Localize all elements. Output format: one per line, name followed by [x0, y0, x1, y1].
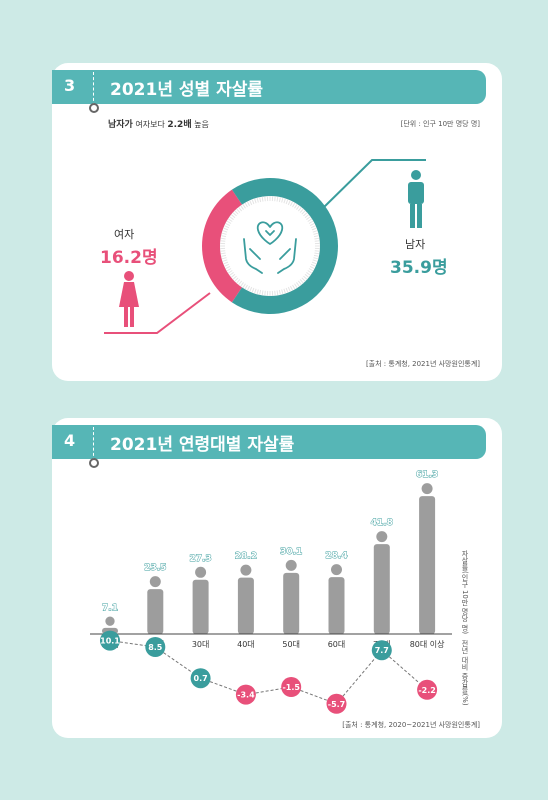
donut-slice-female	[201, 189, 243, 303]
source-note: [출처 : 통계청, 2021년 사망원인통계]	[365, 360, 480, 368]
x-tick-label: 50대	[282, 640, 300, 649]
bar-head	[285, 559, 297, 571]
change-value-label: 10.1	[100, 637, 120, 646]
female-value: 16.2명	[100, 248, 158, 268]
change-value-label: 7.7	[375, 646, 389, 655]
bar	[147, 589, 164, 634]
bar	[328, 577, 345, 634]
gender-donut-chart	[104, 159, 426, 334]
female-person-icon	[119, 271, 139, 327]
bar-person	[419, 483, 436, 634]
lead-bold-2: 2.2배	[167, 120, 192, 130]
section-title: 2021년 연령대별 자살률	[110, 435, 295, 455]
bar-value-label: 28.2	[235, 552, 257, 562]
bar-value-label: 7.1	[102, 604, 118, 614]
change-value-label: 0.7	[194, 674, 208, 683]
bar-person	[328, 564, 345, 634]
bar-person	[283, 559, 300, 634]
age-suicide-card: 4 2021년 연령대별 자살률 7.1 23.5 27.3 28.2 30.1 28.4…	[52, 418, 502, 738]
lead-normal-1: 여자보다	[132, 120, 168, 129]
male-value: 35.9명	[390, 258, 448, 278]
y-label-change: 전년 대비 증감률(%)	[461, 640, 469, 706]
bar-value-label: 23.5	[144, 563, 166, 573]
change-point	[417, 679, 438, 700]
change-point	[326, 693, 347, 714]
age-chart: 7.123.527.328.230.128.441.861.3 10대20대30…	[90, 470, 452, 714]
y-label-rate: 자살률(인구 10만 명당 명)	[461, 550, 469, 635]
unit-note: [단위 : 인구 10만 명당 명]	[400, 120, 480, 128]
bar-head	[195, 566, 207, 578]
change-value-label: 8.5	[148, 643, 163, 652]
bar-value-label: 30.1	[280, 547, 302, 557]
female-label: 여자	[114, 228, 135, 241]
bar-head	[376, 531, 388, 543]
bar-value-label: 61.3	[416, 470, 438, 480]
bar-head	[331, 564, 342, 576]
bar-head	[149, 576, 161, 588]
donut-slice-male	[231, 178, 339, 314]
bar-value-label: 28.4	[325, 551, 347, 561]
bar	[237, 577, 254, 634]
bar	[192, 579, 209, 634]
change-value-label: -3.4	[237, 691, 255, 700]
change-point	[145, 637, 166, 657]
x-tick-label: 80대 이상	[410, 639, 445, 649]
change-value-label: -5.7	[328, 700, 346, 709]
change-value-label: -2.2	[418, 686, 436, 695]
section-number: 3	[64, 76, 76, 95]
bar	[419, 496, 436, 634]
change-point	[281, 677, 302, 697]
bar	[283, 572, 300, 634]
male-connector-line	[319, 159, 426, 212]
change-point	[190, 668, 211, 689]
section-header: 4 2021년 연령대별 자살률	[52, 425, 486, 468]
hands-heart-icon	[243, 221, 297, 274]
bar-person	[147, 576, 164, 634]
source-note: [출처 : 통계청, 2020~2021년 사망원인통계]	[342, 721, 480, 729]
lead-bold-1: 남자가	[108, 120, 133, 130]
x-tick-label: 60대	[328, 640, 346, 649]
bar	[373, 544, 390, 634]
change-point	[235, 684, 256, 705]
bar-head	[240, 564, 252, 576]
section-number: 4	[64, 431, 76, 450]
header-dot	[89, 103, 99, 113]
male-label: 남자	[405, 238, 426, 251]
lead-normal-2: 높음	[191, 120, 209, 129]
bar-person	[237, 564, 254, 634]
section-title: 2021년 성별 자살률	[110, 80, 263, 100]
bar-value-label: 41.8	[371, 518, 393, 528]
section-header: 3 2021년 성별 자살률	[52, 70, 486, 113]
change-line-segment	[381, 649, 428, 691]
x-tick-label: 40대	[237, 640, 255, 649]
change-series: 10.1 8.5 0.7 -3.4 -1.5 -5.7 7.7 -2.2	[100, 630, 438, 714]
change-line-segment	[336, 649, 383, 705]
bar-person	[373, 531, 390, 634]
donut	[201, 178, 339, 314]
bar-value-label: 27.3	[189, 554, 211, 564]
header-divider	[93, 427, 94, 461]
change-value-label: -1.5	[282, 683, 300, 692]
lead-text: 남자가 여자보다 2.2배 높음	[108, 117, 209, 130]
change-point	[371, 640, 392, 661]
x-tick-label: 30대	[192, 640, 210, 649]
bar-head	[421, 483, 433, 495]
bar-series: 7.1 23.5 27.3 28.2 30.1 28.4 41.8 61.3	[102, 470, 439, 634]
donut-center	[226, 202, 314, 290]
bar-person	[192, 566, 209, 634]
bar-head	[105, 616, 115, 626]
header-divider	[93, 72, 94, 106]
gender-suicide-card: 3 2021년 성별 자살률 남자가 여자보다 2.2배 높음 [단위 : 인구…	[52, 63, 502, 381]
male-person-icon	[408, 170, 424, 228]
female-connector-line	[104, 292, 211, 334]
header-dot	[89, 458, 99, 468]
change-point	[100, 630, 120, 651]
